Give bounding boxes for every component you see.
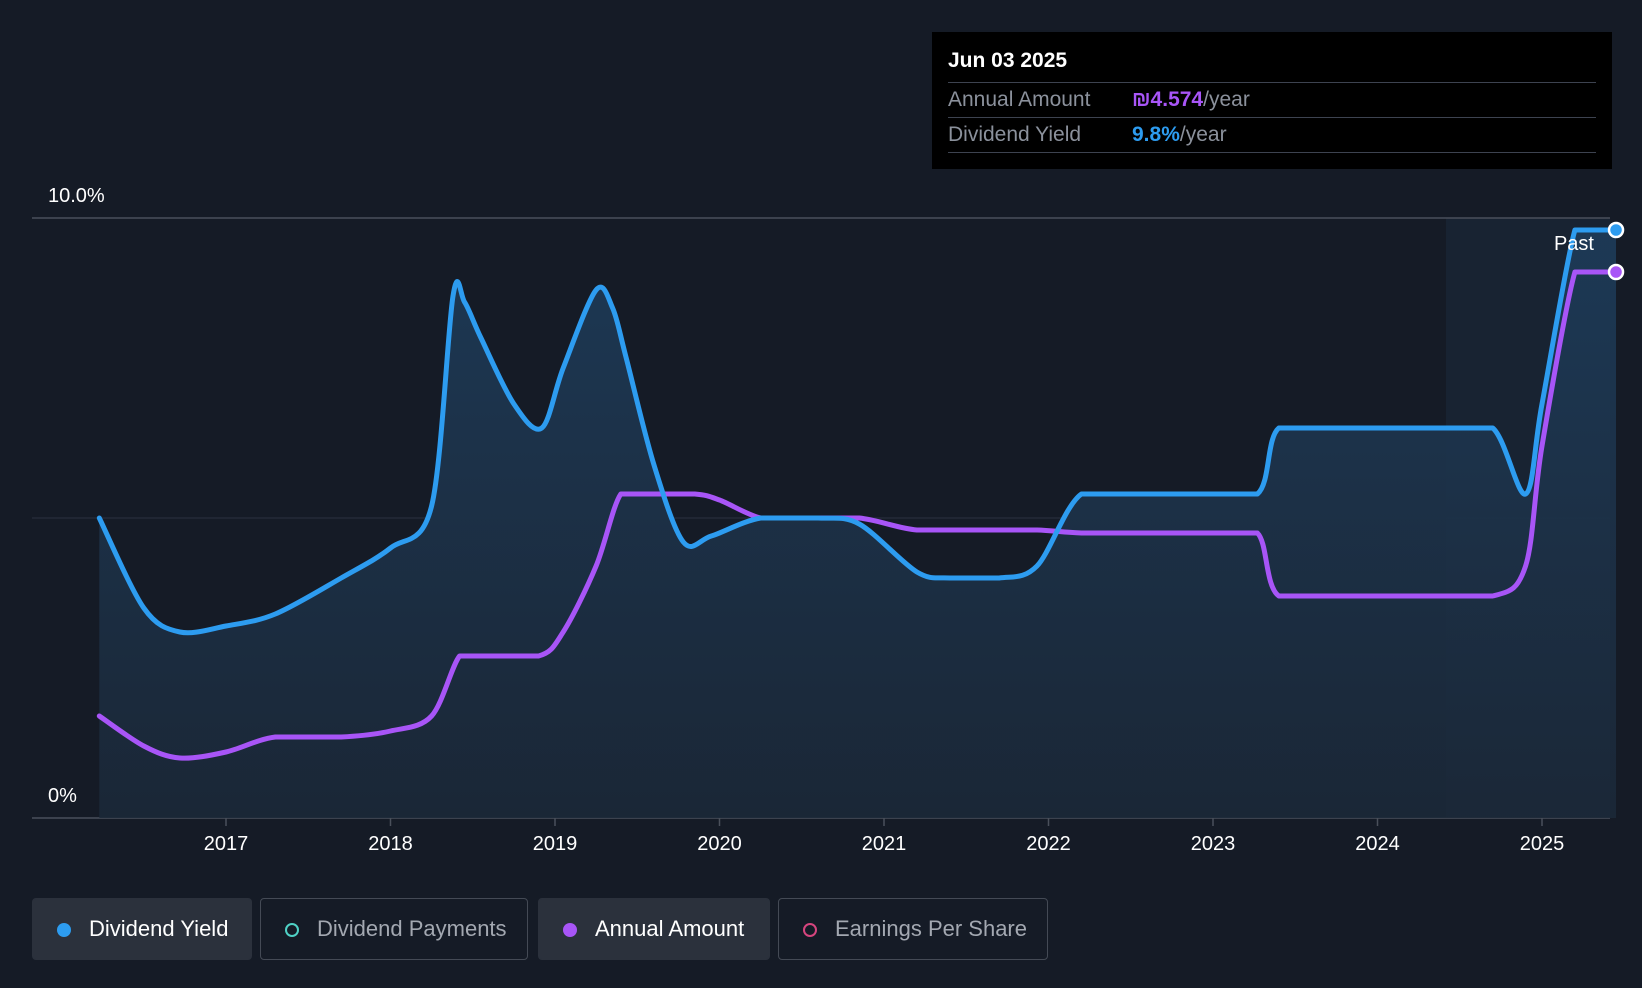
filled-dot-icon <box>57 923 71 937</box>
series-line-dividend-yield <box>96 227 1619 636</box>
tooltip-label: Dividend Yield <box>948 123 1082 146</box>
tooltip-value: ₪4.574 <box>1132 88 1204 111</box>
hollow-dot-icon <box>285 923 299 937</box>
x-tick-label: 2020 <box>697 833 742 855</box>
x-tick-label: 2021 <box>862 833 907 855</box>
x-tick-label: 2025 <box>1520 833 1565 855</box>
x-tick-label: 2024 <box>1355 833 1400 855</box>
y-axis-ticks: 10.0% 0% <box>48 185 105 807</box>
legend-label: Dividend Yield <box>89 916 229 941</box>
tooltip-row-annual-amount: Annual Amount ₪4.574/year <box>948 83 1596 118</box>
legend-item-dividend-yield[interactable]: Dividend Yield <box>32 898 252 960</box>
tooltip-value: 9.8% <box>1132 123 1180 146</box>
tooltip-unit: /year <box>1179 123 1227 146</box>
legend-label: Annual Amount <box>595 916 745 941</box>
yield-end-point <box>1607 221 1625 239</box>
past-label: Past <box>1554 233 1594 255</box>
x-tick-label: 2023 <box>1191 833 1236 855</box>
tooltip-unit: /year <box>1203 88 1250 111</box>
tooltip-label: Annual Amount <box>948 88 1091 111</box>
x-tick-label: 2018 <box>368 833 413 855</box>
x-tick-label: 2017 <box>204 833 249 855</box>
legend-item-dividend-payments[interactable]: Dividend Payments <box>260 898 528 960</box>
legend-label: Earnings Per Share <box>835 916 1027 941</box>
amount-end-point <box>1607 263 1625 281</box>
y-tick-label: 0% <box>48 785 77 807</box>
tooltip-row-dividend-yield: Dividend Yield 9.8%/year <box>948 118 1596 153</box>
x-tick-label: 2022 <box>1026 833 1071 855</box>
tooltip: Jun 03 2025 Annual Amount ₪4.574/year Div… <box>932 32 1612 169</box>
legend-item-annual-amount[interactable]: Annual Amount <box>538 898 770 960</box>
hollow-dot-icon <box>803 923 817 937</box>
end-markers <box>1607 221 1625 281</box>
legend-item-earnings-per-share[interactable]: Earnings Per Share <box>778 898 1048 960</box>
x-axis-ticks: 2017 2018 2019 2020 2021 2022 2023 2024 2025 <box>204 818 1565 855</box>
legend-label: Dividend Payments <box>317 916 507 941</box>
y-tick-label: 10.0% <box>48 185 105 207</box>
x-tick-label: 2019 <box>533 833 578 855</box>
filled-dot-icon <box>563 923 577 937</box>
tooltip-date: Jun 03 2025 <box>948 32 1596 83</box>
